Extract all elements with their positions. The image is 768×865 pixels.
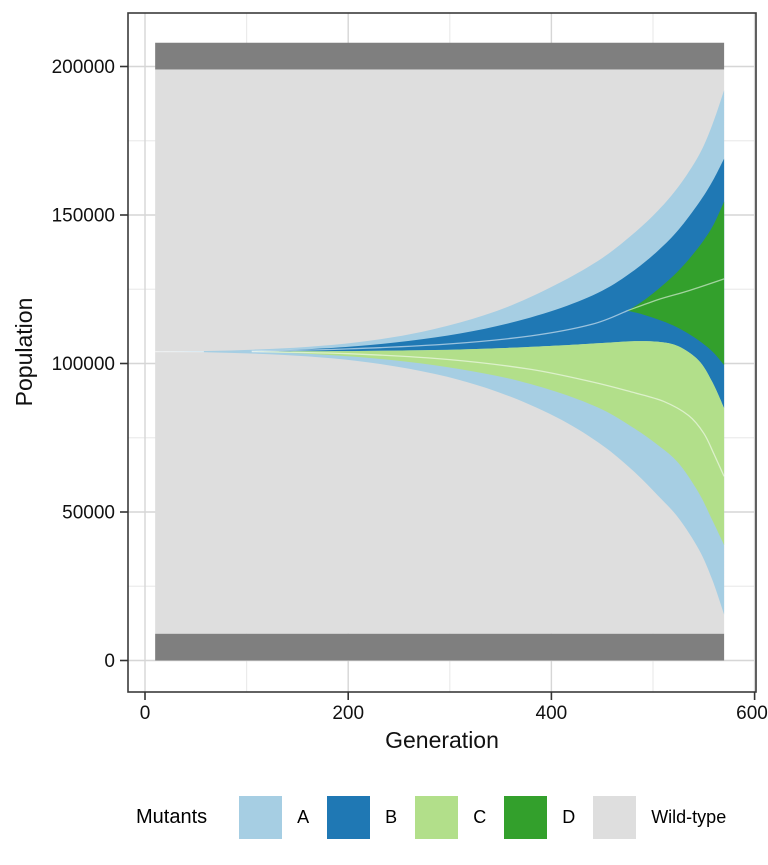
genotype-B-area: [251, 158, 725, 409]
x-tick-label: 200: [332, 703, 364, 724]
legend-item-d: D: [504, 795, 576, 839]
legend-item-a: A: [239, 795, 310, 839]
legend-swatch-d: [504, 795, 548, 839]
top-frame-band: [155, 42, 725, 70]
legend: Mutants A B C D Wild-type: [0, 791, 768, 843]
legend-item-b: B: [327, 795, 398, 839]
x-tick-label: 400: [536, 703, 568, 724]
legend-title: Mutants: [136, 805, 208, 828]
panel-border: [127, 12, 757, 693]
muller-plot-chart: 0 200 400 600 0 50000 100000 150000 200000 Genera…: [11, 12, 768, 753]
y-tick-label: 100000: [52, 354, 115, 375]
genotype-C-area: [251, 341, 725, 545]
legend-label: C: [473, 806, 487, 827]
muller-areas: [155, 42, 725, 661]
y-tick-label: 0: [104, 651, 115, 672]
b-split-line: [251, 309, 628, 352]
legend-label: D: [562, 806, 576, 827]
genotype-D-area: [627, 201, 725, 365]
axes: 0 200 400 600 0 50000 100000 150000 200000: [52, 57, 768, 724]
legend-swatch-c: [415, 795, 459, 839]
legend-label: Wild-type: [651, 806, 727, 827]
d-split-line: [627, 278, 725, 312]
legend-swatch-b: [327, 795, 371, 839]
y-tick-label: 50000: [62, 503, 115, 524]
legend-item-wild-type: Wild-type: [593, 795, 727, 839]
y-tick-label: 150000: [52, 206, 115, 227]
legend-label: A: [297, 806, 310, 827]
legend-item-c: C: [415, 795, 487, 839]
x-tick-label: 600: [736, 703, 768, 724]
x-tick-label: 0: [140, 703, 151, 724]
legend-swatch-a: [239, 795, 283, 839]
bottom-frame-band: [155, 633, 725, 661]
c-split-line: [251, 350, 725, 477]
x-axis-title: Generation: [385, 727, 499, 753]
legend-label: B: [385, 806, 398, 827]
legend-swatch-wild-type: [593, 795, 637, 839]
y-axis-title: Population: [11, 298, 37, 407]
y-tick-label: 200000: [52, 57, 115, 78]
